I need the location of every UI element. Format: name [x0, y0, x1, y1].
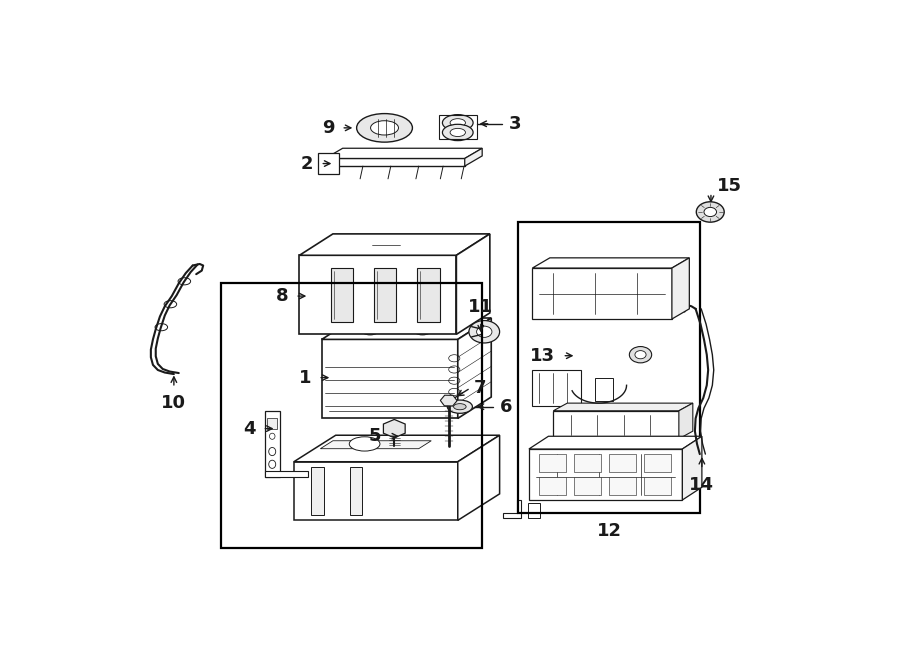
Polygon shape: [679, 403, 693, 439]
Bar: [518, 222, 700, 512]
Polygon shape: [672, 258, 689, 319]
Polygon shape: [331, 268, 353, 322]
Polygon shape: [682, 436, 702, 500]
Polygon shape: [293, 462, 458, 520]
Polygon shape: [418, 268, 439, 322]
Bar: [539, 477, 566, 495]
Bar: [609, 454, 635, 472]
Ellipse shape: [634, 351, 646, 359]
Polygon shape: [533, 370, 581, 406]
Text: 14: 14: [689, 476, 715, 494]
Polygon shape: [503, 500, 520, 518]
Bar: [439, 115, 477, 139]
Text: 3: 3: [508, 115, 521, 133]
Polygon shape: [320, 441, 431, 449]
Ellipse shape: [629, 346, 652, 363]
Text: 5: 5: [368, 427, 381, 446]
Bar: [644, 454, 670, 472]
Bar: [267, 418, 277, 428]
Ellipse shape: [349, 437, 380, 451]
Bar: [539, 454, 566, 472]
Ellipse shape: [447, 400, 473, 413]
Ellipse shape: [477, 326, 492, 338]
Polygon shape: [533, 268, 672, 319]
Polygon shape: [265, 410, 280, 477]
Polygon shape: [325, 148, 482, 158]
Polygon shape: [325, 158, 464, 166]
Ellipse shape: [450, 118, 465, 127]
Bar: [609, 477, 635, 495]
Polygon shape: [311, 467, 324, 515]
Polygon shape: [322, 340, 458, 418]
Polygon shape: [374, 268, 396, 322]
Polygon shape: [456, 234, 490, 334]
Ellipse shape: [178, 278, 191, 285]
Polygon shape: [319, 154, 339, 173]
Ellipse shape: [704, 207, 716, 216]
Ellipse shape: [450, 128, 465, 136]
Text: 6: 6: [500, 398, 512, 416]
Text: 2: 2: [301, 154, 313, 173]
Text: 7: 7: [473, 379, 486, 397]
Polygon shape: [458, 435, 500, 520]
Ellipse shape: [436, 324, 446, 331]
Text: 9: 9: [322, 119, 334, 137]
Text: 1: 1: [299, 369, 311, 387]
Text: 10: 10: [161, 395, 186, 412]
Ellipse shape: [454, 404, 466, 410]
Polygon shape: [554, 403, 693, 410]
Ellipse shape: [371, 120, 399, 135]
Ellipse shape: [469, 320, 500, 343]
Polygon shape: [349, 467, 362, 515]
Ellipse shape: [443, 115, 473, 131]
Polygon shape: [529, 436, 702, 449]
Text: 13: 13: [530, 347, 555, 365]
Polygon shape: [300, 234, 490, 256]
Text: 11: 11: [468, 299, 493, 316]
Ellipse shape: [418, 327, 427, 332]
Ellipse shape: [423, 324, 433, 331]
Polygon shape: [458, 318, 491, 418]
Bar: [220, 283, 482, 548]
Text: 12: 12: [597, 522, 622, 540]
Polygon shape: [533, 258, 689, 268]
Ellipse shape: [366, 327, 374, 332]
Polygon shape: [554, 410, 679, 439]
Polygon shape: [527, 502, 540, 518]
Ellipse shape: [155, 324, 167, 331]
Polygon shape: [322, 318, 491, 340]
Ellipse shape: [413, 324, 431, 335]
Text: 4: 4: [243, 420, 256, 438]
Text: 15: 15: [717, 177, 742, 195]
Ellipse shape: [356, 114, 412, 142]
Polygon shape: [265, 471, 308, 477]
Ellipse shape: [697, 202, 724, 222]
Polygon shape: [293, 435, 500, 462]
Ellipse shape: [409, 324, 419, 331]
Polygon shape: [595, 377, 613, 401]
Text: 8: 8: [275, 287, 288, 305]
Ellipse shape: [164, 301, 176, 308]
Bar: [574, 477, 601, 495]
Ellipse shape: [443, 124, 473, 140]
Ellipse shape: [361, 324, 379, 335]
Polygon shape: [300, 256, 456, 334]
Bar: [574, 454, 601, 472]
Polygon shape: [529, 449, 682, 500]
Polygon shape: [464, 148, 482, 166]
Bar: [644, 477, 670, 495]
